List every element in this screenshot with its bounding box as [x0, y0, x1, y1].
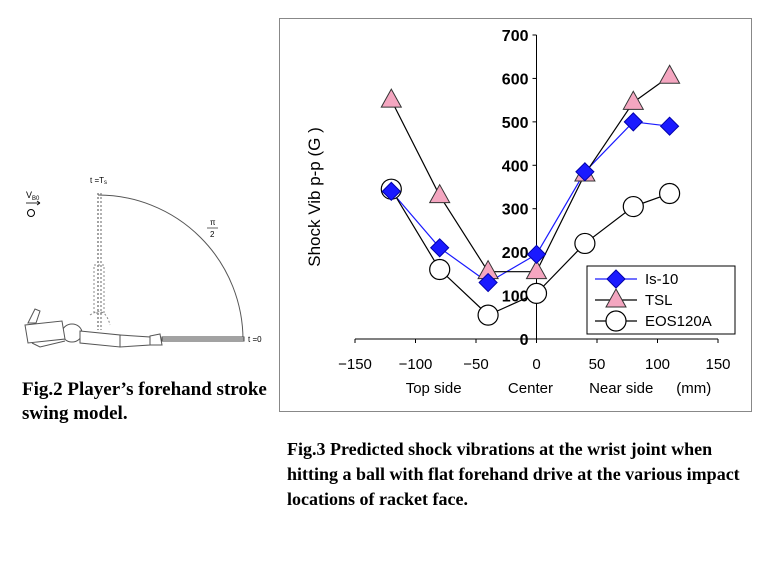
ball-icon	[27, 209, 35, 217]
fig2-caption: Fig.2 Player’s forehand stroke swing mod…	[22, 379, 267, 424]
legend-marker	[605, 287, 627, 308]
data-point-is-10	[429, 238, 450, 258]
x-region-label: (mm)	[676, 380, 711, 397]
x-region-label: Center	[508, 380, 553, 397]
data-point-tsl	[380, 88, 403, 108]
x-tick-label: 50	[589, 356, 606, 373]
legend-label: Is-10	[645, 271, 678, 288]
x-region-label: Top side	[406, 380, 462, 397]
data-point-is-10	[381, 181, 402, 202]
data-point-eos120a	[477, 304, 499, 326]
y-tick-label: 500	[502, 115, 529, 132]
velocity-label: VB0	[26, 190, 40, 202]
x-tick-label: 0	[532, 356, 540, 373]
y-tick-label: 100	[502, 289, 529, 306]
y-tick-label: 0	[520, 332, 529, 349]
angle-denominator: 2	[210, 230, 215, 239]
end-time-label: t =0	[248, 335, 262, 344]
data-point-tsl	[622, 90, 645, 110]
data-point-tsl	[428, 183, 451, 204]
data-point-is-10	[478, 272, 498, 293]
data-point-is-10	[575, 162, 595, 182]
swing-model-diagram: VB0 t =Ts π 2 t =0	[24, 176, 262, 348]
y-tick-label: 300	[502, 202, 529, 219]
chart-frame: 0 100 200 300 400 500 600 700 −150 −100 −50 0 50 100 1…	[279, 18, 752, 412]
y-tick-label: 600	[502, 71, 529, 88]
data-point-is-10	[526, 244, 547, 265]
x-tick-label: −150	[338, 356, 372, 373]
swing-arc	[97, 194, 244, 341]
top-time-label: t =Ts	[90, 176, 107, 186]
data-point-eos120a	[659, 182, 681, 205]
shock-vibration-chart: 0 100 200 300 400 500 600 700 −150 −100 −50 0 50 100 1…	[305, 28, 736, 397]
data-point-is-10	[623, 112, 644, 132]
y-tick-label: 700	[502, 28, 529, 45]
player-figure	[24, 308, 163, 348]
x-tick-label: 150	[705, 356, 730, 373]
y-tick-label: 200	[502, 245, 529, 262]
x-region-label: Near side	[589, 380, 653, 397]
y-tick-label: 400	[502, 158, 529, 175]
data-point-eos120a	[525, 282, 548, 304]
legend-label: EOS120A	[645, 313, 712, 330]
x-tick-label: −100	[399, 356, 433, 373]
y-axis-label: Shock Vib p-p (G )	[305, 127, 324, 267]
data-point-tsl	[525, 259, 548, 280]
legend-label: TSL	[645, 292, 673, 309]
x-tick-label: −50	[463, 356, 488, 373]
legend-marker	[605, 310, 627, 332]
data-point-eos120a	[429, 258, 451, 281]
data-point-is-10	[659, 116, 680, 136]
data-point-tsl	[658, 64, 681, 84]
data-point-eos120a	[622, 195, 644, 218]
fig3-caption: Fig.3 Predicted shock vibrations at the …	[287, 439, 740, 509]
x-tick-label: 100	[645, 356, 670, 373]
angle-numerator: π	[210, 218, 216, 227]
data-point-eos120a	[574, 232, 596, 255]
